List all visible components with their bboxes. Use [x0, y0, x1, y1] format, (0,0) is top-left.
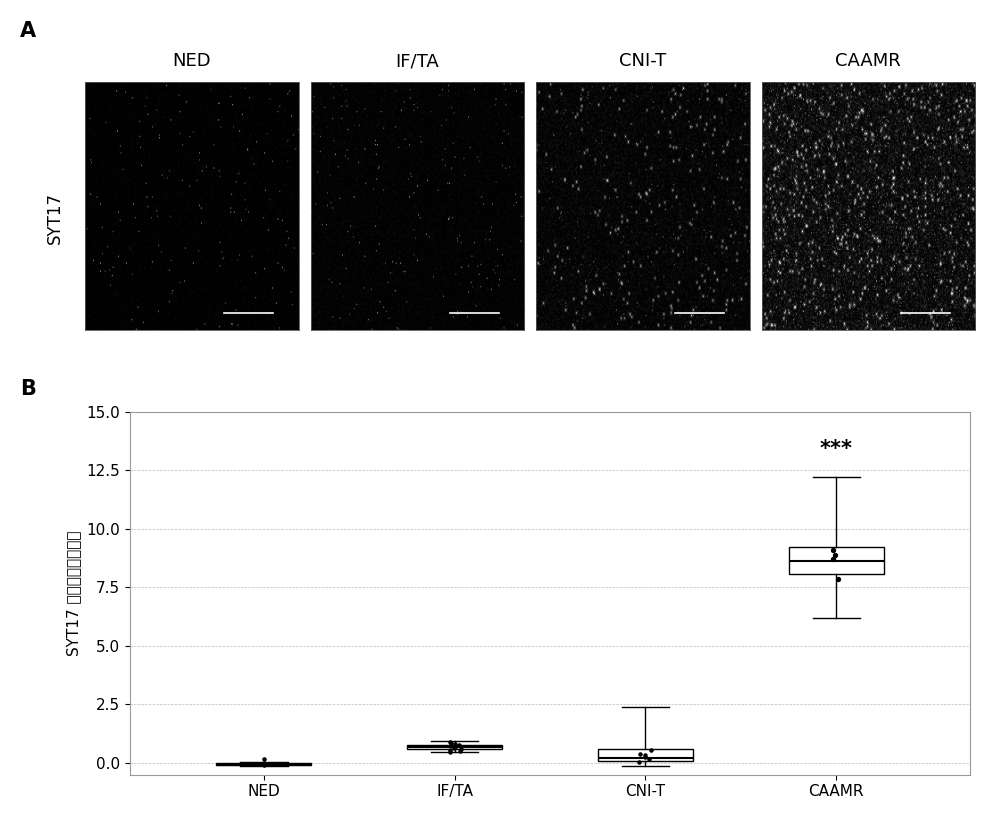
Text: NED: NED	[172, 52, 211, 70]
Point	[442, 735, 458, 748]
Text: IF/TA: IF/TA	[395, 52, 439, 70]
Text: CNI-T: CNI-T	[619, 52, 666, 70]
Point	[442, 746, 458, 759]
Point	[256, 756, 272, 770]
Point	[632, 747, 648, 760]
Point	[825, 553, 841, 566]
Text: A: A	[20, 21, 36, 40]
Point	[446, 741, 462, 754]
Point	[830, 573, 846, 586]
PathPatch shape	[789, 547, 884, 574]
Point	[452, 745, 468, 758]
Point	[256, 752, 272, 765]
Point	[447, 737, 463, 751]
PathPatch shape	[407, 745, 502, 750]
Point	[448, 740, 464, 753]
Point	[637, 748, 653, 761]
Text: ***: ***	[820, 439, 853, 459]
Point	[453, 742, 469, 756]
Text: SYT17: SYT17	[46, 192, 64, 245]
PathPatch shape	[598, 749, 693, 761]
Point	[442, 743, 458, 756]
Y-axis label: SYT17 蛋白表达（像素）: SYT17 蛋白表达（像素）	[66, 531, 81, 656]
Point	[443, 737, 459, 750]
Point	[631, 755, 647, 768]
Point	[637, 751, 653, 764]
Point	[643, 743, 659, 756]
Point	[256, 757, 272, 770]
Point	[451, 739, 467, 752]
Point	[256, 759, 272, 772]
Point	[825, 543, 841, 556]
PathPatch shape	[216, 764, 311, 765]
Text: CAAMR: CAAMR	[835, 52, 901, 70]
Point	[641, 753, 657, 766]
Text: B: B	[20, 379, 36, 399]
Point	[827, 548, 843, 561]
